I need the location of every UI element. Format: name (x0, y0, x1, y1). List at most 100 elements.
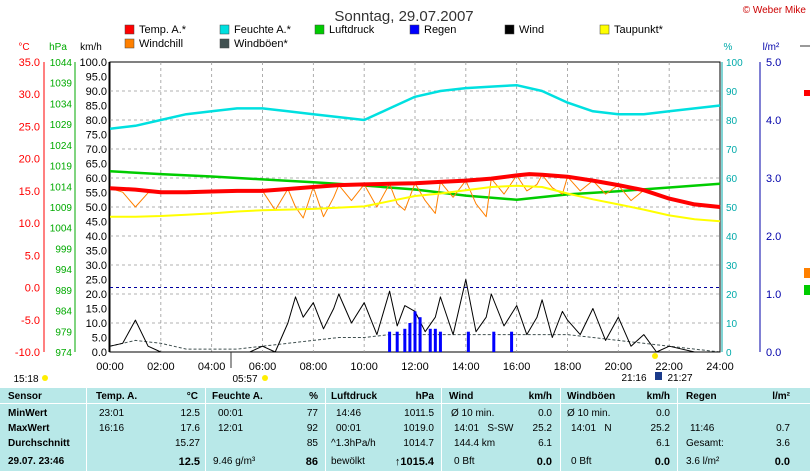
legend-swatch (124, 24, 135, 35)
wind-axis-unit: km/h (80, 42, 102, 53)
stats-divider (205, 388, 206, 471)
temp-tick-label: -5.0 (21, 315, 40, 327)
pressure-tick-label: 1019 (50, 162, 73, 173)
stats-humidity-header: Feuchte A. (212, 391, 263, 402)
legend: Temp. A.* Feuchte A.* Luftdruck Regen Wind Ta… (124, 24, 664, 50)
moon-icon (42, 375, 48, 381)
legend-label: Feuchte A.* (234, 24, 292, 36)
stats-row-label-min: MinWert (8, 408, 48, 419)
stats-temp-max-value: 17.6 (180, 423, 200, 434)
wind-tick-label: 5.0 (92, 333, 107, 345)
wind-tick-label: 90.0 (86, 86, 107, 98)
temp-tick-label: 15.0 (19, 186, 40, 198)
legend-swatch (409, 24, 420, 35)
stats-humidity-max-value: 92 (306, 423, 318, 434)
rain-bar (438, 331, 442, 352)
temp-tick-label: 25.0 (19, 121, 40, 133)
temp-tick-label: 0.0 (25, 283, 40, 295)
stats-gusts-avg-value: 6.1 (656, 438, 670, 449)
pressure-tick-label: 1004 (50, 224, 73, 235)
stats-wind-max-time: 14:01 S-SW (454, 423, 514, 434)
pressure-tick-label: 984 (55, 307, 72, 318)
x-tick-label: 18:00 (554, 361, 582, 373)
sunrise-icon (262, 375, 268, 381)
wind-tick-label: 25.0 (86, 275, 107, 287)
wind-tick-label: 15.0 (86, 304, 107, 316)
legend-label: Taupunkt* (614, 24, 664, 36)
stats-divider (86, 388, 87, 471)
stats-wind-current-value: 0.0 (536, 456, 552, 468)
stats-humidity-min-time: 00:01 (218, 408, 244, 419)
humidity-tick-label: 50 (726, 203, 738, 214)
chart-title: Sonntag, 29.07.2007 (334, 8, 473, 25)
stats-gusts-max-time: 14:01 N (571, 423, 612, 434)
legend-label: Windchill (139, 38, 183, 50)
stats-gusts-max-value: 25.2 (650, 423, 670, 434)
moonrise-icon (655, 372, 662, 380)
stats-gusts-unit: km/h (646, 391, 670, 402)
series-dewpoint-line (110, 184, 721, 223)
time-markers: 05:57 15:18 21:16 21:27 (13, 352, 693, 385)
edge-red-mark (804, 90, 810, 96)
humidity-tick-label: 100 (726, 58, 743, 69)
stats-wind-max-value: 25.2 (532, 423, 552, 434)
series-temperature-line (109, 172, 721, 209)
legend-swatch (314, 24, 325, 35)
temp-tick-label: 10.0 (19, 218, 40, 230)
stats-header-divider (0, 403, 810, 404)
stats-pressure-unit: hPa (415, 391, 434, 402)
wind-tick-label: 65.0 (86, 159, 107, 171)
legend-swatch (504, 24, 515, 35)
x-tick-label: 12:00 (401, 361, 429, 373)
moonrise-label: 21:27 (667, 373, 692, 384)
wind-tick-label: 95.0 (86, 72, 107, 84)
x-tick-label: 08:00 (300, 361, 328, 373)
rain-tick-label: 5.0 (766, 57, 781, 69)
stats-divider (441, 388, 442, 471)
stats-rain-total-value: 3.6 (776, 438, 790, 449)
rain-tick-label: 1.0 (766, 289, 781, 301)
rain-bar (466, 331, 470, 352)
stats-row-label-max: MaxWert (8, 423, 50, 434)
legend-swatch (219, 38, 230, 49)
stats-wind-unit: km/h (528, 391, 552, 402)
pressure-tick-label: 989 (55, 286, 72, 297)
stats-gusts-avg10-value: 0.0 (656, 408, 670, 419)
rain-bar (510, 331, 514, 352)
stats-rain-total-label: Gesamt: (686, 438, 724, 449)
rain-tick-label: 0.0 (766, 347, 781, 359)
pressure-tick-label: 1034 (50, 99, 73, 110)
stats-wind-header: Wind (449, 391, 474, 402)
humidity-tick-label: 20 (726, 290, 738, 301)
stats-gusts-beaufort: 0 Bft (571, 456, 592, 467)
legend-label: Luftdruck (329, 24, 375, 36)
series-layer (109, 83, 721, 353)
weather-chart: Sonntag, 29.07.2007 © Weber Mike Temp. A… (13, 5, 810, 385)
x-tick-label: 04:00 (198, 361, 226, 373)
stats-temp-max-time: 16:16 (99, 423, 125, 434)
stats-divider (560, 388, 561, 471)
stats-pressure-min-value: 1011.5 (404, 408, 434, 419)
stats-temp-current-value: 12.5 (178, 456, 200, 468)
stats-pressure-forecast: bewölkt (331, 456, 365, 467)
x-tick-label: 24:00 (706, 361, 734, 373)
pressure-tick-label: 1024 (50, 141, 73, 152)
wind-tick-label: 80.0 (86, 115, 107, 127)
stats-humidity-absolute: 9.46 g/m³ (213, 456, 256, 467)
legend-swatch (599, 24, 610, 35)
copyright-text: © Weber Mike (743, 5, 807, 16)
temp-tick-label: 30.0 (19, 89, 40, 101)
rain-bar (492, 331, 496, 352)
legend-label: Regen (424, 24, 456, 36)
legend-swatch (124, 38, 135, 49)
temp-axis-unit: °C (18, 42, 29, 53)
rain-bar (395, 331, 399, 352)
moonset-label: 15:18 (13, 374, 38, 385)
rain-bar (433, 328, 437, 352)
stats-rain-current-value: 0.0 (774, 456, 790, 468)
stats-rain-header: Regen (686, 391, 717, 402)
pressure-tick-label: 1029 (50, 120, 73, 131)
humidity-tick-label: 70 (726, 145, 738, 156)
temp-tick-label: 5.0 (25, 250, 40, 262)
